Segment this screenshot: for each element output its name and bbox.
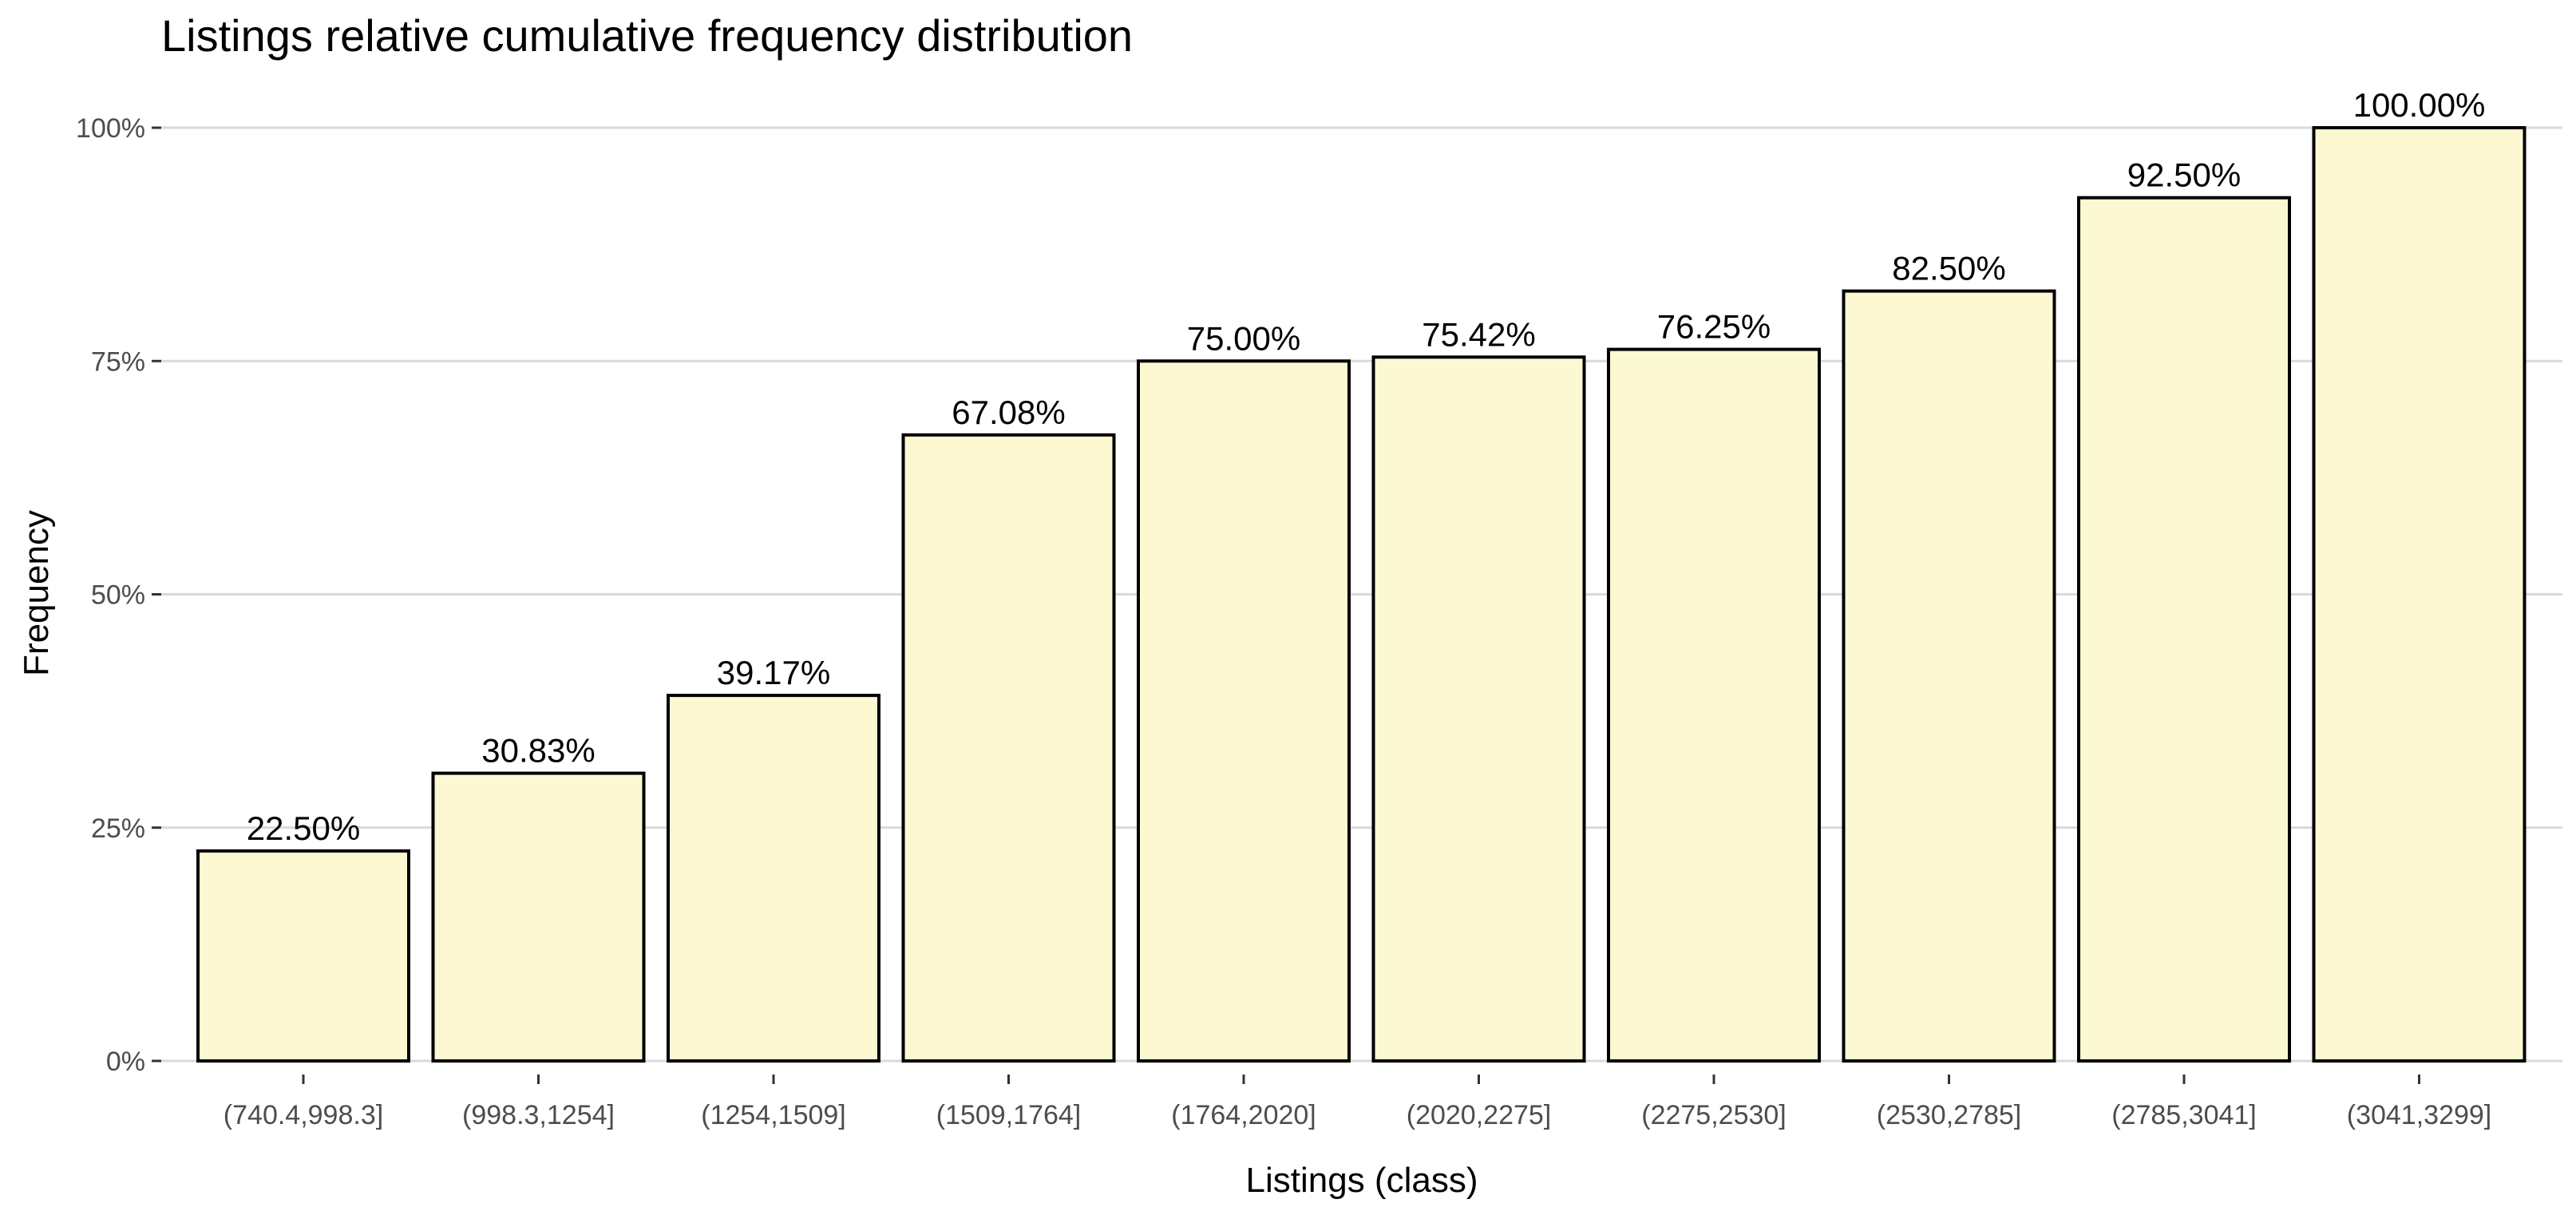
bar-value-label: 67.08% (952, 394, 1065, 431)
x-tick-label: (1254,1509] (701, 1100, 846, 1130)
bar (1371, 355, 1586, 1063)
y-tick-label: 25% (91, 813, 145, 844)
bar (901, 433, 1116, 1063)
y-tick-label: 0% (106, 1047, 145, 1077)
y-tick-label: 75% (91, 346, 145, 377)
x-tick-label: (2275,2530] (1641, 1100, 1787, 1130)
x-tick-label: (740.4,998.3] (224, 1100, 383, 1130)
y-tick-label: 100% (76, 113, 145, 144)
bars (196, 126, 2527, 1063)
bar (1137, 359, 1351, 1063)
bar-value-label: 30.83% (481, 732, 595, 770)
bar-value-label: 82.50% (1892, 250, 2005, 287)
x-axis-title: Listings (class) (1246, 1161, 1478, 1200)
x-tick-label: (1764,2020] (1171, 1100, 1316, 1130)
bar-value-label: 100.00% (2353, 86, 2486, 124)
bar (667, 694, 880, 1063)
bar-value-label: 76.25% (1657, 308, 1771, 346)
bar (2312, 126, 2527, 1063)
x-tick-label: (1509,1764] (936, 1100, 1082, 1130)
y-axis-title: Frequency (17, 510, 56, 676)
bar (196, 849, 410, 1063)
bar (2077, 196, 2291, 1063)
x-axis: (740.4,998.3] (998.3,1254] (1254,1509] (150… (224, 1075, 2491, 1130)
x-tick-label: (2530,2785] (1877, 1100, 2022, 1130)
bar (431, 771, 646, 1063)
bar-value-label: 75.00% (1187, 319, 1300, 357)
x-tick-label: (3041,3299] (2347, 1100, 2492, 1130)
bar (1607, 347, 1821, 1063)
x-tick-label: (2785,3041] (2111, 1100, 2257, 1130)
x-tick-label: (998.3,1254] (462, 1100, 615, 1130)
bar-value-label: 22.50% (247, 809, 360, 847)
x-tick-label: (2020,2275] (1407, 1100, 1552, 1130)
data-labels: 22.50% 30.83% 39.17% 67.08% 75.00% 75.42% 76.2… (247, 86, 2486, 847)
chart-title: Listings relative cumulative frequency d… (161, 10, 1133, 61)
bar-value-label: 92.50% (2127, 156, 2241, 194)
y-tick-label: 50% (91, 580, 145, 611)
bar-value-label: 75.42% (1422, 315, 1535, 353)
bar-value-label: 39.17% (717, 654, 830, 691)
y-axis: 0% 25% 50% 75% 100% (76, 113, 161, 1077)
bar (1842, 289, 2056, 1063)
